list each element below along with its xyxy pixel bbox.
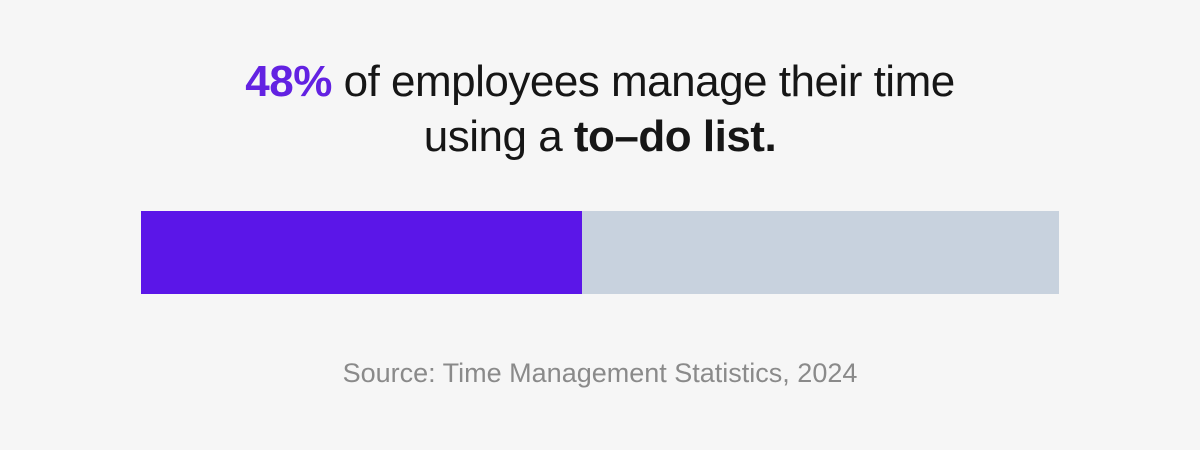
source-caption: Source: Time Management Statistics, 2024: [342, 358, 858, 388]
headline-line2-bold: to–do list.: [573, 112, 777, 161]
headline-line-1: 48% of employees manage their time: [0, 54, 1200, 109]
headline-line2-text: using a: [423, 112, 574, 161]
progress-bar-track: [141, 211, 1059, 294]
headline: 48% of employees manage their time using…: [0, 0, 1200, 164]
headline-line1-text: of employees manage their time: [331, 57, 956, 106]
headline-line-2: using a to–do list.: [0, 109, 1200, 164]
headline-percent: 48%: [245, 57, 332, 106]
progress-bar-fill: [141, 211, 582, 294]
